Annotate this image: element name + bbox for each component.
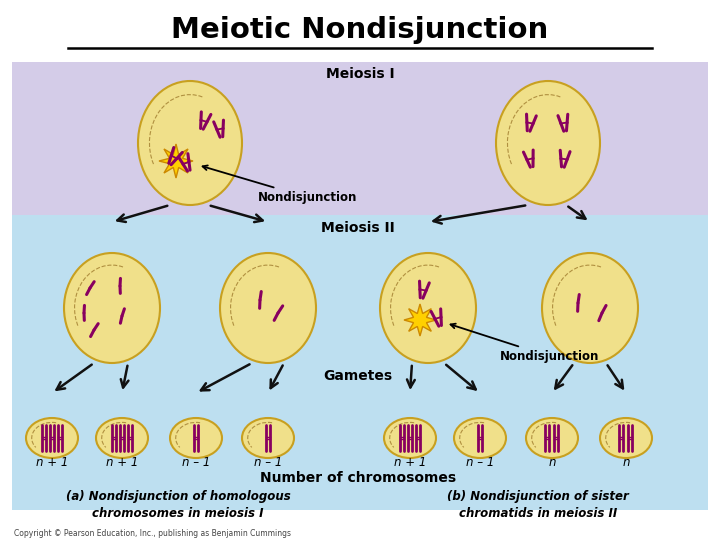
Text: Number of chromosomes: Number of chromosomes — [260, 471, 456, 485]
Ellipse shape — [380, 253, 476, 363]
Text: n + 1: n + 1 — [106, 456, 138, 469]
Text: n: n — [548, 456, 556, 469]
Text: Meiosis I: Meiosis I — [325, 67, 395, 81]
Text: Nondisjunction: Nondisjunction — [202, 165, 357, 204]
Text: Meiosis II: Meiosis II — [321, 221, 395, 235]
Ellipse shape — [526, 418, 578, 458]
Ellipse shape — [138, 81, 242, 205]
Ellipse shape — [542, 253, 638, 363]
Ellipse shape — [496, 81, 600, 205]
Polygon shape — [404, 304, 436, 336]
Text: (a) Nondisjunction of homologous
chromosomes in meiosis I: (a) Nondisjunction of homologous chromos… — [66, 490, 290, 520]
Text: n: n — [622, 456, 630, 469]
Polygon shape — [159, 144, 193, 178]
Text: Meiotic Nondisjunction: Meiotic Nondisjunction — [171, 16, 549, 44]
Text: Copyright © Pearson Education, Inc., publishing as Benjamin Cummings: Copyright © Pearson Education, Inc., pub… — [14, 530, 291, 538]
Ellipse shape — [64, 253, 160, 363]
Ellipse shape — [96, 418, 148, 458]
Ellipse shape — [220, 253, 316, 363]
Ellipse shape — [170, 418, 222, 458]
Bar — [12, 62, 708, 215]
Ellipse shape — [600, 418, 652, 458]
Text: (b) Nondisjunction of sister
chromatids in meiosis II: (b) Nondisjunction of sister chromatids … — [447, 490, 629, 520]
Text: Nondisjunction: Nondisjunction — [451, 323, 599, 363]
Ellipse shape — [454, 418, 506, 458]
Text: n – 1: n – 1 — [466, 456, 494, 469]
Ellipse shape — [384, 418, 436, 458]
Text: n – 1: n – 1 — [254, 456, 282, 469]
Text: n – 1: n – 1 — [182, 456, 210, 469]
Ellipse shape — [242, 418, 294, 458]
Text: Gametes: Gametes — [323, 369, 392, 383]
Bar — [12, 215, 708, 510]
Text: n + 1: n + 1 — [36, 456, 68, 469]
Text: n + 1: n + 1 — [394, 456, 426, 469]
Ellipse shape — [26, 418, 78, 458]
